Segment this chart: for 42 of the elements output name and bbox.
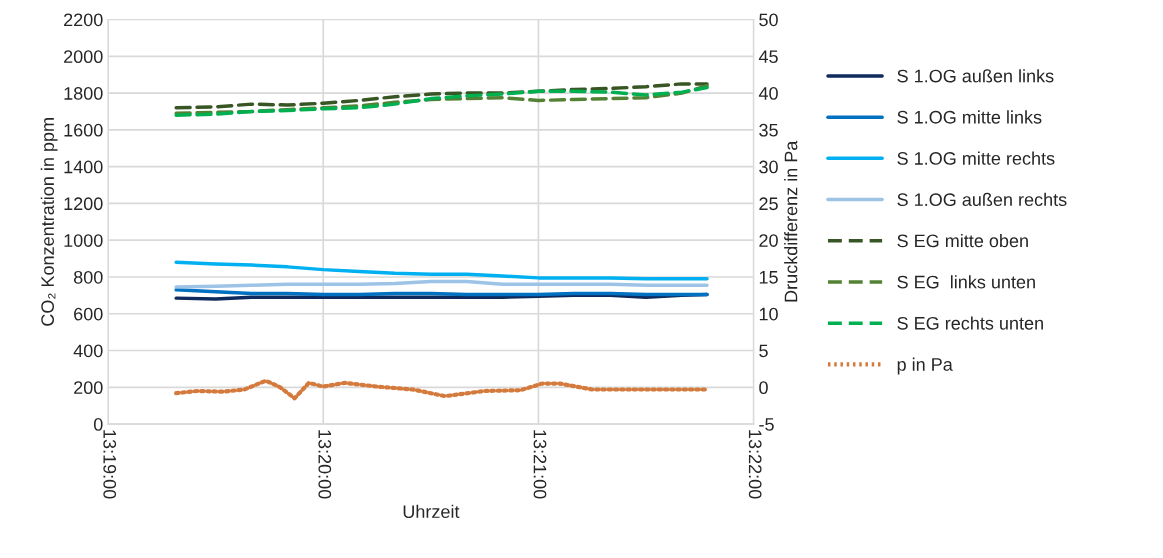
line-series xyxy=(174,378,710,401)
x-tick-label: 13:21:00 xyxy=(533,430,547,499)
y-tick-label: 0 xyxy=(93,418,103,431)
x-tick-label: 13:22:00 xyxy=(748,430,762,499)
y-tick-label: 800 xyxy=(73,270,103,284)
legend-label: S 1.OG mitte links xyxy=(897,110,1042,124)
legend-label: p in Pa xyxy=(897,357,953,375)
y2-tick-label: 0 xyxy=(759,381,768,395)
y2-tick-label: 35 xyxy=(759,123,778,137)
y-tick-label: 1800 xyxy=(64,87,103,100)
y-tick-label: 1400 xyxy=(64,160,103,174)
legend-label: S 1.OG außen links xyxy=(897,69,1054,83)
y-tick-label: 200 xyxy=(74,381,103,395)
line-series xyxy=(174,82,709,110)
y-tick-label: 1600 xyxy=(64,123,103,137)
y-tick-label: 600 xyxy=(74,307,103,321)
legend-label: S EG links unten xyxy=(897,275,1035,289)
y2-axis-title: Druckdifferenz in Pa xyxy=(784,140,798,302)
y2-tick-label: 30 xyxy=(759,160,778,174)
y-axis-title: CO₂ Konzentration in ppm xyxy=(40,118,58,326)
x-tick-label: 13:19:00 xyxy=(103,430,117,499)
y2-tick-label: 15 xyxy=(759,271,778,284)
y2-tick-label: -5 xyxy=(759,418,774,431)
y2-tick-label: 40 xyxy=(758,87,778,100)
y2-tick-label: 45 xyxy=(758,50,778,64)
legend-label: S 1.OG außen rechts xyxy=(897,192,1067,207)
y-tick-label: 1000 xyxy=(64,234,103,247)
x-axis-title: Uhrzeit xyxy=(403,504,460,519)
y2-tick-label: 50 xyxy=(759,13,778,27)
legend-label: S EG mitte oben xyxy=(897,233,1028,248)
y2-tick-label: 10 xyxy=(759,307,778,321)
y2-tick-label: 25 xyxy=(759,197,778,211)
y-tick-label: 2000 xyxy=(64,50,103,64)
line-series xyxy=(174,260,709,281)
y-tick-label: 2200 xyxy=(64,13,103,27)
x-tick-label: 13:20:00 xyxy=(318,430,332,499)
y-tick-label: 1200 xyxy=(64,197,103,211)
y2-tick-label: 20 xyxy=(759,234,778,247)
y2-tick-label: 5 xyxy=(759,344,768,358)
legend-label: S 1.OG mitte rechts xyxy=(897,151,1055,165)
legend-label: S EG rechts unten xyxy=(897,316,1043,330)
y-tick-label: 400 xyxy=(73,344,103,358)
